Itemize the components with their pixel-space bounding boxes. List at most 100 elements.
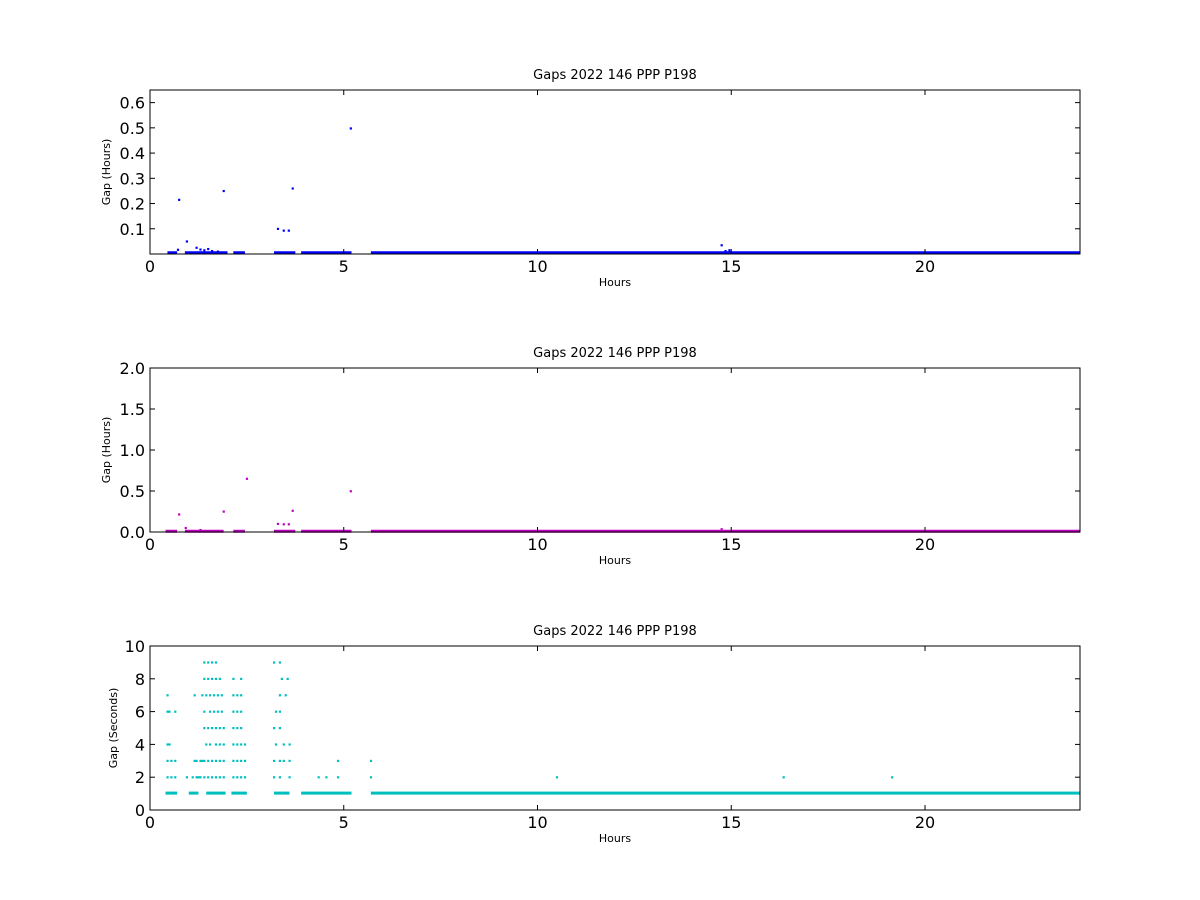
data-point	[232, 694, 235, 697]
data-point	[220, 710, 223, 713]
data-point	[288, 776, 291, 779]
data-point	[203, 759, 206, 762]
data-point	[197, 776, 200, 779]
data-point	[209, 694, 212, 697]
y-tick-label: 0.3	[120, 169, 145, 188]
data-point-run	[165, 529, 178, 533]
y-tick-label: 0.4	[120, 144, 145, 163]
subplot-3: Gaps 2022 146 PPP P198 0 5 10 15 20 0 2 4 6 8 10 Hou…	[107, 624, 1081, 845]
data-point-run	[206, 791, 226, 795]
data-point	[891, 776, 894, 779]
data-point	[168, 743, 171, 746]
data-point	[278, 776, 282, 779]
data-point	[240, 677, 243, 680]
y-tick-label: 8	[135, 670, 145, 689]
data-point	[212, 710, 216, 713]
data-point	[280, 677, 283, 680]
y-tick-label: 0.1	[120, 220, 145, 239]
x-axis-label: Hours	[599, 832, 631, 845]
data-point	[211, 727, 214, 730]
data-point	[222, 743, 225, 746]
data-point-run	[370, 251, 1080, 255]
data-point	[282, 759, 285, 762]
data-point	[232, 677, 235, 680]
data-point	[369, 776, 373, 779]
data-point	[195, 759, 198, 762]
data-point	[211, 249, 214, 253]
data-point	[203, 710, 206, 713]
data-point	[278, 694, 282, 697]
y-tick-label: 0.5	[120, 119, 145, 138]
y-tick-label: 0.6	[120, 94, 145, 113]
data-point	[218, 776, 221, 779]
data-point	[195, 776, 198, 779]
data-point	[282, 743, 285, 746]
data-point	[240, 694, 243, 697]
data-point	[166, 776, 169, 779]
data-point	[216, 250, 220, 253]
data-point-run	[188, 791, 199, 795]
chart-title: Gaps 2022 146 PPP P198	[533, 68, 697, 83]
data-point	[282, 229, 285, 232]
data-point	[720, 244, 723, 247]
data-point	[232, 759, 235, 762]
data-point-run	[370, 529, 1080, 533]
data-point	[211, 661, 214, 664]
data-point	[720, 528, 723, 531]
data-point	[276, 227, 280, 230]
data-point	[369, 759, 373, 762]
plot-frame	[149, 645, 1081, 811]
data-point	[207, 247, 210, 251]
x-tick-label: 10	[527, 257, 547, 276]
data-point	[195, 246, 198, 249]
chart-title: Gaps 2022 146 PPP P198	[533, 346, 697, 361]
data-point	[205, 694, 208, 697]
data-point-run	[233, 251, 245, 255]
data-point	[201, 759, 204, 762]
data-point	[236, 694, 239, 697]
y-axis-label: Gap (Hours)	[100, 139, 113, 206]
x-tick-label: 5	[339, 257, 349, 276]
x-tick-label: 20	[915, 813, 935, 832]
data-point	[211, 677, 214, 680]
data-point	[205, 743, 208, 746]
data-point	[176, 248, 180, 251]
data-point	[284, 694, 287, 697]
data-point	[325, 776, 328, 779]
data-point	[236, 727, 239, 730]
subplot-1: Gaps 2022 146 PPP P198 0 5 10 15 20 0.1 0.2 0.3 0…	[100, 68, 1081, 289]
data-point	[278, 727, 282, 730]
data-point	[222, 776, 225, 779]
data-point-run	[301, 529, 352, 533]
data-point	[209, 743, 212, 746]
y-tick-label: 10	[125, 637, 145, 656]
data-point-run	[184, 251, 228, 255]
data-point	[232, 776, 235, 779]
subplot-2: Gaps 2022 146 PPP P198 0 5 10 15 20 0.0 0.5 1.0 1…	[100, 346, 1081, 567]
data-point-run	[274, 529, 296, 533]
y-axis-label: Gap (Hours)	[100, 417, 113, 484]
data-point	[236, 776, 239, 779]
data-point	[236, 759, 239, 762]
data-point	[212, 694, 216, 697]
data-point-run	[274, 791, 290, 795]
y-tick-label: 0	[135, 801, 145, 820]
data-point	[232, 727, 235, 730]
data-point	[199, 776, 202, 779]
data-point-run	[274, 251, 296, 255]
data-point	[193, 694, 196, 697]
data-point	[174, 776, 177, 779]
y-tick-label: 0.2	[120, 195, 145, 214]
data-point-run	[184, 529, 224, 533]
data-point	[166, 743, 169, 746]
y-tick-label: 2	[135, 768, 145, 787]
y-tick-label: 1.5	[120, 400, 145, 419]
data-point-run	[233, 529, 245, 533]
data-point	[168, 710, 171, 713]
data-point	[174, 759, 177, 762]
y-tick-label: 0.0	[120, 523, 145, 542]
data-point	[336, 759, 340, 762]
data-point	[288, 759, 291, 762]
data-point	[245, 477, 249, 480]
